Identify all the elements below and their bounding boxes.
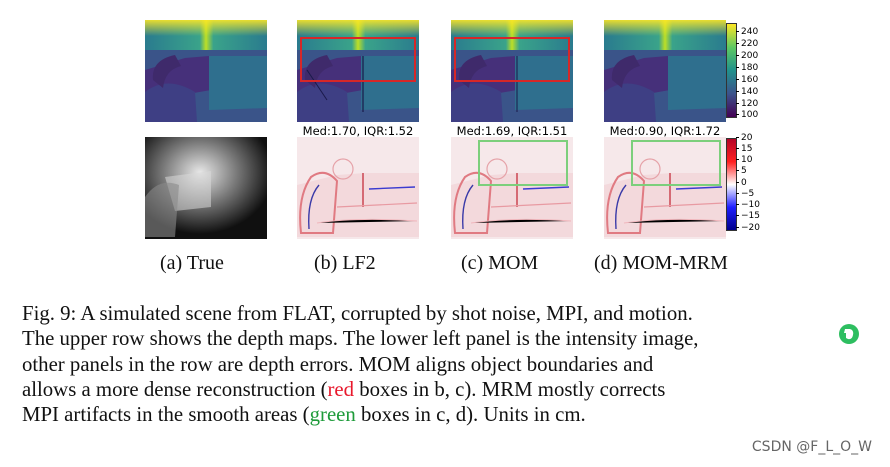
depth-tick: 240 <box>736 28 758 37</box>
evernote-leaf-icon <box>839 324 859 344</box>
subcaption-b: (b) LF2 <box>314 252 376 274</box>
red-box <box>300 37 416 82</box>
green-box <box>631 140 721 186</box>
intensity-image <box>145 137 267 239</box>
lf2-stat: Med:1.70, IQR:1.52 <box>302 124 414 138</box>
depth-tick: 180 <box>736 64 758 73</box>
caption-text: MPI artifacts in the smooth areas ( <box>22 403 310 427</box>
mom-depth-map <box>451 20 573 122</box>
error-tick: −20 <box>736 224 760 233</box>
caption-line: Fig. 9: A simulated scene from FLAT, cor… <box>22 302 693 325</box>
caption-line: allows a more dense reconstruction (red … <box>22 377 868 402</box>
caption-green-word: green <box>309 403 356 427</box>
green-box <box>478 140 568 186</box>
mom-mrm-depth-map <box>604 20 726 122</box>
depth-tick: 140 <box>736 88 758 97</box>
subcaption-c: (c) MOM <box>461 252 539 274</box>
subcaption-a: (a) True <box>160 252 224 274</box>
depth-tick: 160 <box>736 76 758 85</box>
error-tick: −10 <box>736 201 760 210</box>
error-tick: 15 <box>736 145 752 154</box>
lf2-depth-map <box>297 20 419 122</box>
watermark: CSDN @F_L_O_W <box>749 439 874 455</box>
caption-text: allows a more dense reconstruction ( <box>22 377 328 401</box>
red-box <box>454 37 570 82</box>
mom-mrm-stat: Med:0.90, IQR:1.72 <box>609 124 721 138</box>
true-depth-map <box>145 20 267 122</box>
caption-line: The upper row shows the depth maps. The … <box>22 327 699 351</box>
mom-mrm-error-map <box>604 137 726 239</box>
caption-line: other panels in the row are depth errors… <box>22 352 654 376</box>
error-tick: −15 <box>736 212 760 221</box>
caption-text: boxes in c, d). Units in cm. <box>355 403 586 427</box>
depth-tick: 120 <box>736 100 758 109</box>
figure-caption: Fig. 9: A simulated scene from FLAT, cor… <box>22 301 868 427</box>
caption-line: MPI artifacts in the smooth areas (green… <box>22 402 868 427</box>
error-tick: 10 <box>736 156 752 165</box>
depth-tick: 220 <box>736 40 758 49</box>
caption-red-word: red <box>327 377 355 401</box>
error-tick: 0 <box>736 179 747 188</box>
lf2-error-map <box>297 137 419 239</box>
error-tick: −5 <box>736 190 754 199</box>
error-tick: 5 <box>736 167 747 176</box>
depth-tick: 200 <box>736 52 758 61</box>
mom-stat: Med:1.69, IQR:1.51 <box>456 124 568 138</box>
caption-text: boxes in b, c). MRM mostly corrects <box>354 377 666 401</box>
depth-tick: 100 <box>736 111 758 120</box>
error-tick: 20 <box>736 134 752 143</box>
subcaption-d: (d) MOM-MRM <box>594 252 728 274</box>
mom-error-map <box>451 137 573 239</box>
